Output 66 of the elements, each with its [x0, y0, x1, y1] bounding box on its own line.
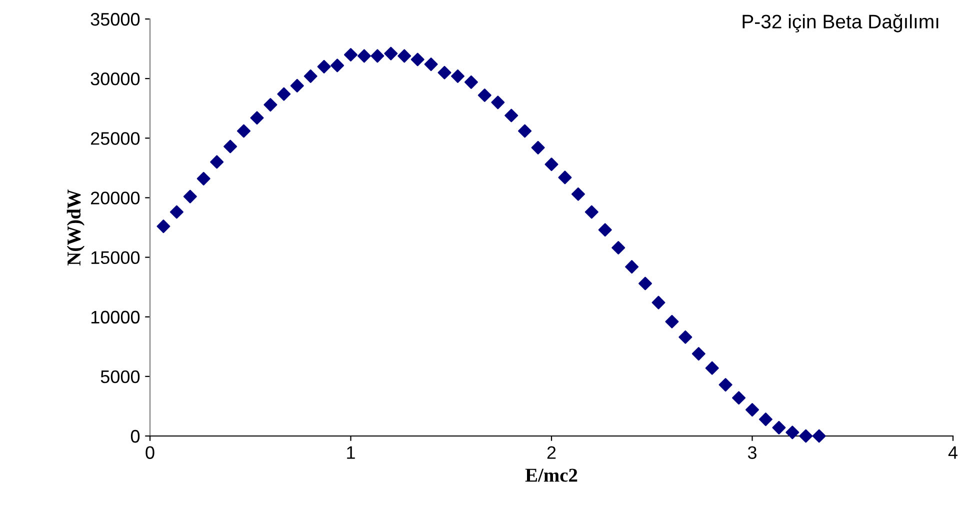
point — [224, 140, 238, 154]
point — [758, 412, 772, 426]
x-tick-label: 4 — [948, 446, 958, 459]
y-tick-label: 0 — [130, 430, 140, 443]
y-axis-title: N(W)dW — [66, 189, 85, 266]
x-tick-label: 0 — [146, 446, 154, 459]
point — [398, 49, 412, 63]
point — [746, 403, 759, 417]
point — [250, 111, 264, 125]
point — [183, 190, 197, 204]
point — [786, 426, 800, 440]
point — [304, 69, 318, 83]
point — [478, 88, 492, 102]
y-tick-label: 25000 — [90, 132, 140, 145]
point — [438, 66, 452, 80]
y-tick-label: 35000 — [90, 12, 140, 26]
x-axis-title: E/mc2 — [525, 468, 578, 482]
point — [277, 87, 291, 101]
point — [156, 220, 170, 234]
point — [290, 78, 304, 92]
y-tick-label: 5000 — [100, 370, 140, 384]
point — [678, 330, 692, 344]
point — [196, 172, 210, 186]
point — [317, 60, 331, 74]
point — [638, 276, 652, 290]
point — [652, 296, 666, 310]
y-tick-label: 30000 — [90, 72, 140, 86]
y-tick-label: 15000 — [91, 251, 140, 264]
point — [558, 170, 572, 184]
point — [464, 75, 478, 89]
point — [665, 314, 679, 328]
point — [772, 420, 786, 434]
point — [210, 155, 224, 169]
point — [612, 241, 626, 255]
point — [344, 48, 358, 62]
x-tick-label: 2 — [547, 446, 556, 459]
point — [598, 223, 612, 237]
point — [718, 378, 732, 392]
point — [410, 52, 424, 66]
point — [330, 58, 344, 72]
point — [625, 260, 639, 274]
point — [692, 347, 706, 361]
point — [504, 108, 518, 122]
point — [264, 98, 278, 112]
point — [732, 391, 746, 405]
point — [170, 205, 184, 219]
x-tick-label: 1 — [347, 446, 355, 459]
point — [799, 429, 813, 443]
point — [571, 187, 585, 201]
point — [584, 205, 598, 219]
point — [357, 49, 371, 63]
point — [544, 158, 558, 172]
point — [531, 140, 545, 154]
point — [370, 49, 384, 63]
point — [424, 58, 438, 72]
x-tick-label: 3 — [748, 446, 756, 459]
point — [705, 361, 719, 375]
point — [451, 69, 464, 83]
chart-title: P-32 için Beta Dağılımı — [742, 14, 938, 32]
point — [812, 429, 826, 443]
point — [237, 124, 250, 138]
point — [491, 96, 505, 110]
y-tick-label: 10000 — [91, 310, 140, 324]
point — [518, 124, 532, 138]
y-tick-label: 20000 — [90, 192, 140, 204]
point — [384, 46, 398, 60]
